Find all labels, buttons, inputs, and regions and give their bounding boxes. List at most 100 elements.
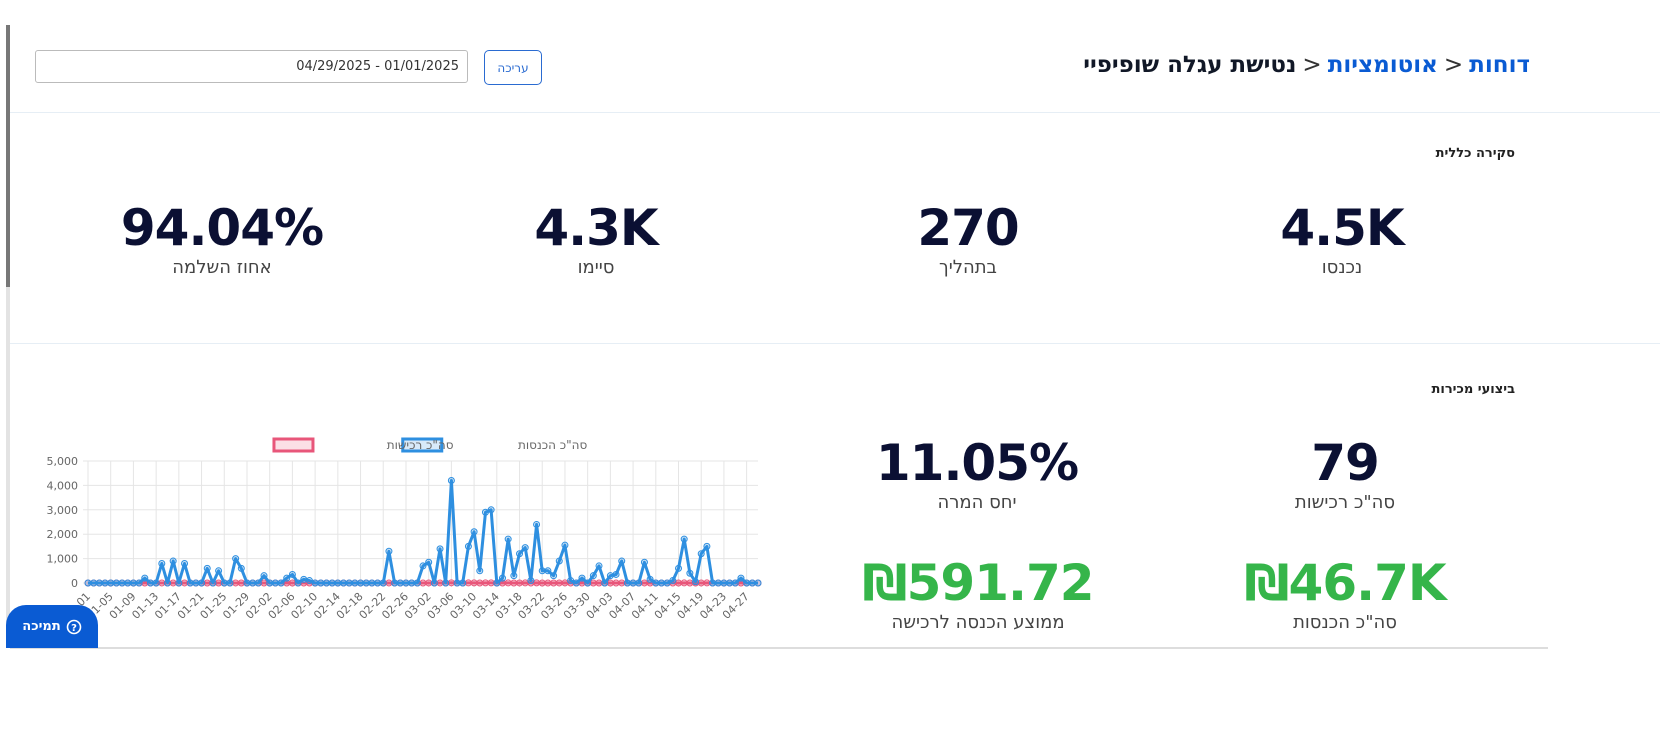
- data-point: [504, 535, 512, 543]
- data-point: [533, 579, 541, 587]
- data-point: [181, 579, 189, 587]
- edit-button[interactable]: עריכה: [484, 50, 542, 85]
- stat-value: 11.05%: [875, 434, 1079, 492]
- data-point: [544, 567, 552, 575]
- data-point: [572, 579, 580, 587]
- data-point: [249, 579, 257, 587]
- data-point: [550, 579, 558, 587]
- stat-value: 79: [1311, 434, 1380, 492]
- data-point: [175, 579, 183, 587]
- data-point: [680, 579, 688, 587]
- data-point: [464, 542, 472, 550]
- data-point: [430, 579, 438, 587]
- data-point: [527, 577, 535, 585]
- data-point: [203, 579, 211, 587]
- data-point: [317, 579, 325, 587]
- data-point: [743, 579, 751, 587]
- data-point: [640, 558, 648, 566]
- data-point: [493, 579, 501, 587]
- data-point: [669, 577, 677, 585]
- data-point: [510, 572, 518, 580]
- stat: ₪46.7K סה"כ הכנסות: [1195, 555, 1495, 635]
- scrollbar-thumb[interactable]: [6, 25, 10, 287]
- data-point: [675, 579, 683, 587]
- data-point: [578, 574, 586, 582]
- data-point: [243, 579, 251, 587]
- data-point: [663, 579, 671, 587]
- data-point: [141, 574, 149, 582]
- data-point: [328, 579, 336, 587]
- data-point: [220, 579, 228, 587]
- data-point: [385, 579, 393, 587]
- data-point: [118, 579, 126, 587]
- data-point: [283, 574, 291, 582]
- data-point: [408, 579, 416, 587]
- data-point: [470, 579, 478, 587]
- data-point: [374, 579, 382, 587]
- data-point: [232, 579, 240, 587]
- data-point: [163, 579, 171, 587]
- data-point: [555, 579, 563, 587]
- data-point: [601, 579, 609, 587]
- data-point: [351, 579, 359, 587]
- data-point: [561, 579, 569, 587]
- stat-label: אחוז השלמה: [172, 257, 272, 278]
- support-button[interactable]: ? תמיכה: [6, 605, 98, 648]
- stat-value: 94.04%: [120, 199, 324, 257]
- data-point: [436, 545, 444, 553]
- data-point: [419, 562, 427, 570]
- data-point: [340, 579, 348, 587]
- data-point: [697, 550, 705, 558]
- stat: 270 בתהליך: [818, 200, 1118, 280]
- data-point: [459, 579, 467, 587]
- stat-value: ₪591.72: [862, 554, 1094, 612]
- data-point: [198, 579, 206, 587]
- data-point: [107, 579, 115, 587]
- stat: 4.3K סיימו: [446, 200, 746, 280]
- svg-text:?: ?: [71, 623, 77, 634]
- breadcrumb-link[interactable]: אוטומציות: [1327, 52, 1438, 78]
- data-point: [203, 564, 211, 572]
- help-icon: ?: [66, 619, 82, 634]
- data-point: [618, 579, 626, 587]
- data-point: [652, 579, 660, 587]
- data-point: [675, 564, 683, 572]
- data-point: [368, 579, 376, 587]
- data-point: [476, 579, 484, 587]
- data-point: [544, 579, 552, 587]
- data-point: [516, 579, 524, 587]
- divider: [10, 343, 1660, 344]
- section-title: ביצועי מכירות: [1431, 382, 1515, 397]
- breadcrumb-link[interactable]: דוחות: [1469, 52, 1530, 78]
- data-point: [657, 579, 665, 587]
- data-point: [436, 579, 444, 587]
- data-point: [294, 579, 302, 587]
- data-point: [357, 579, 365, 587]
- date-range-input[interactable]: 04/29/2025 - 01/01/2025: [35, 50, 468, 83]
- data-point: [748, 579, 756, 587]
- data-point: [95, 579, 103, 587]
- data-point: [425, 558, 433, 566]
- data-point: [538, 567, 546, 575]
- data-point: [101, 579, 109, 587]
- data-point: [215, 567, 223, 575]
- breadcrumb-current: נטישת עגלה שופיפיי: [1083, 52, 1297, 78]
- legend-swatch: [272, 437, 315, 453]
- data-point: [487, 579, 495, 587]
- data-point: [129, 579, 137, 587]
- data-point: [379, 579, 387, 587]
- data-point: [589, 572, 597, 580]
- data-point: [84, 579, 92, 587]
- data-point: [640, 579, 648, 587]
- data-point: [226, 579, 234, 587]
- data-point: [447, 477, 455, 485]
- y-tick-label: 2,000: [47, 528, 79, 541]
- data-point: [686, 569, 694, 577]
- legend-swatch: [401, 437, 444, 453]
- data-point: [447, 579, 455, 587]
- data-point: [146, 579, 154, 587]
- data-point: [720, 579, 728, 587]
- data-point: [476, 567, 484, 575]
- data-point: [561, 541, 569, 549]
